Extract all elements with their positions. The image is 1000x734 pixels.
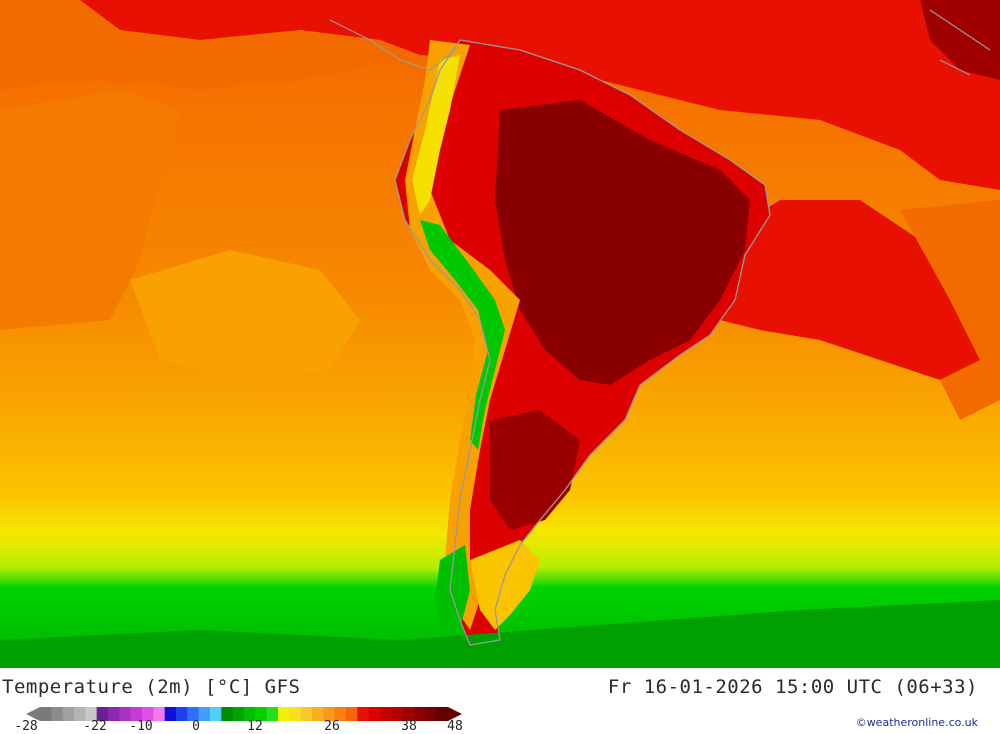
legend-swatch (414, 707, 426, 721)
legend-swatch (346, 707, 358, 721)
legend-tick: 38 (401, 719, 417, 734)
coastline (394, 39, 771, 646)
north-warm-band (80, 0, 1000, 190)
legend-swatch (210, 707, 222, 721)
legend-swatch (300, 707, 313, 721)
legend-swatch (40, 707, 52, 721)
caribbean-islands (929, 9, 991, 76)
legend-swatch (255, 707, 268, 721)
legend-tick: 12 (247, 719, 263, 734)
andes-green (420, 220, 505, 450)
legend-swatch (85, 707, 98, 721)
legend-arrow-left (26, 707, 40, 721)
patagonia-green (435, 545, 470, 640)
legend-tick: -10 (129, 719, 153, 734)
legend-swatch (164, 707, 177, 721)
patagonia-amber (470, 540, 540, 630)
legend-swatch (153, 707, 166, 721)
amazon-deep-heat (495, 100, 750, 385)
legend-swatch (323, 707, 336, 721)
legend-swatch (62, 707, 75, 721)
legend-swatch (289, 707, 302, 721)
legend-swatch (187, 707, 200, 721)
legend-swatch (221, 707, 234, 721)
legend-tick: -22 (83, 719, 107, 734)
atlantic-red-tongue (700, 200, 980, 380)
legend-swatch (96, 707, 109, 721)
central-america-coast (329, 19, 456, 71)
legend-swatch (119, 707, 132, 721)
map-title: Temperature (2m) [°C] GFS (2, 676, 301, 698)
legend-arrow-right (448, 707, 462, 721)
legend-swatch (198, 707, 211, 721)
caribbean-dark (920, 0, 1000, 80)
legend-swatch (391, 707, 404, 721)
north-orange-band (0, 0, 420, 90)
legend-swatch (436, 707, 449, 721)
legend-swatch (402, 707, 415, 721)
legend-swatch (334, 707, 347, 721)
temperature-map (0, 0, 1000, 668)
legend-swatch (142, 707, 154, 721)
legend-swatch (357, 707, 370, 721)
pacific-orange-west (0, 90, 180, 330)
legend-tick: -28 (14, 719, 38, 734)
legend-swatch (278, 707, 290, 721)
credit-link[interactable]: ©weatheronline.co.uk (855, 716, 978, 729)
legend-swatch (425, 707, 438, 721)
legend-swatch (266, 707, 279, 721)
legend-swatch (312, 707, 324, 721)
pacific-light-patch (130, 250, 360, 380)
legend-swatch (368, 707, 381, 721)
legend-swatch (130, 707, 143, 721)
legend-swatch (380, 707, 392, 721)
legend-swatch (74, 707, 86, 721)
map-datetime: Fr 16-01-2026 15:00 UTC (06+33) (607, 676, 978, 698)
legend-swatch (176, 707, 188, 721)
andes-yellow (412, 55, 460, 215)
legend-tick: 0 (192, 719, 200, 734)
color-legend (26, 707, 462, 721)
legend-tick: 26 (324, 719, 340, 734)
atlantic-orange-east (900, 200, 1000, 420)
legend-tick: 48 (447, 719, 463, 734)
legend-swatch (51, 707, 64, 721)
legend-swatch (108, 707, 120, 721)
footer-bar (0, 668, 1000, 733)
legend-swatch (232, 707, 245, 721)
legend-swatch (244, 707, 256, 721)
southern-ocean-dark-green (0, 600, 1000, 668)
